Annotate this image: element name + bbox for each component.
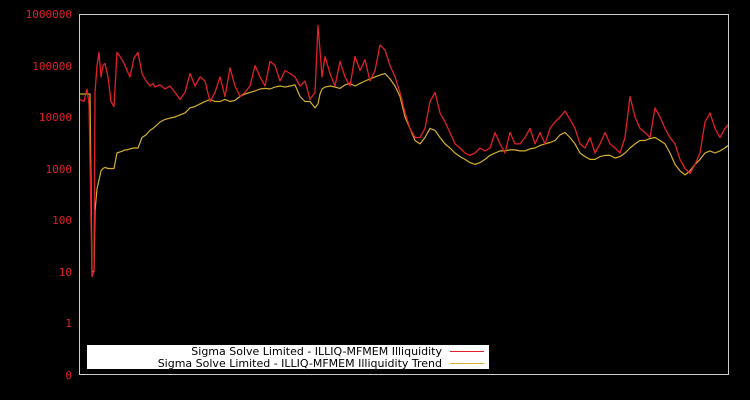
series-layer — [79, 24, 729, 278]
y-tick-label: 1000000 — [26, 8, 72, 21]
y-tick-label: 100 — [52, 214, 72, 227]
legend-label-illiquidity: Sigma Solve Limited - ILLIQ-MFMEM Illiqu… — [191, 345, 442, 358]
y-tick-label: 100000 — [32, 60, 72, 73]
y-tick-label: 1000 — [46, 163, 73, 176]
y-tick-label: 10000 — [39, 111, 72, 124]
y-tick-label: 1 — [65, 317, 72, 330]
legend: Sigma Solve Limited - ILLIQ-MFMEM Illiqu… — [87, 345, 489, 370]
y-axis: 1000000 100000 10000 1000 100 10 1 0 — [26, 8, 72, 382]
y-tick-label: 0 — [65, 369, 72, 382]
illiquidity-line — [79, 24, 729, 278]
legend-label-trend: Sigma Solve Limited - ILLIQ-MFMEM Illiqu… — [158, 357, 442, 370]
illiquidity-trend-line — [80, 72, 729, 273]
plot-frame — [79, 14, 729, 375]
legend-box — [87, 345, 489, 369]
y-tick-label: 10 — [59, 266, 72, 279]
